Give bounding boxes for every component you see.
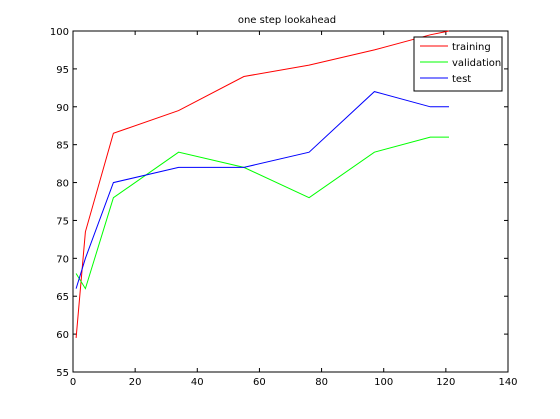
x-tick-label: 120 xyxy=(436,377,455,388)
y-tick-label: 90 xyxy=(56,103,69,114)
y-tick-label: 95 xyxy=(56,65,69,76)
chart-title: one step lookahead xyxy=(238,15,336,26)
y-tick-label: 80 xyxy=(56,179,69,190)
x-tick-label: 140 xyxy=(498,377,517,388)
x-tick-label: 0 xyxy=(70,377,76,388)
y-tick-label: 55 xyxy=(56,368,69,379)
y-tick-label: 100 xyxy=(50,27,69,38)
y-tick-label: 65 xyxy=(56,292,69,303)
y-tick-label: 60 xyxy=(56,330,69,341)
legend-label: training xyxy=(452,42,491,53)
x-tick-label: 20 xyxy=(129,377,142,388)
series-line-test xyxy=(75,91,449,289)
legend-label: test xyxy=(452,74,471,85)
x-tick-label: 80 xyxy=(315,377,328,388)
legend: training validation test xyxy=(413,36,503,92)
y-tick-label: 70 xyxy=(56,254,69,265)
y-tick-label: 75 xyxy=(56,216,69,227)
series-line-training xyxy=(75,30,450,338)
legend-label: validation xyxy=(452,58,501,69)
x-tick-label: 100 xyxy=(374,377,393,388)
axis-ticks: 0 20 40 60 80 100 120 140 55 60 65 70 75 80 85 90 95 100 xyxy=(50,27,518,388)
x-tick-label: 60 xyxy=(253,377,266,388)
series-lines xyxy=(75,30,450,338)
y-tick-label: 85 xyxy=(56,141,69,152)
x-tick-label: 40 xyxy=(191,377,204,388)
